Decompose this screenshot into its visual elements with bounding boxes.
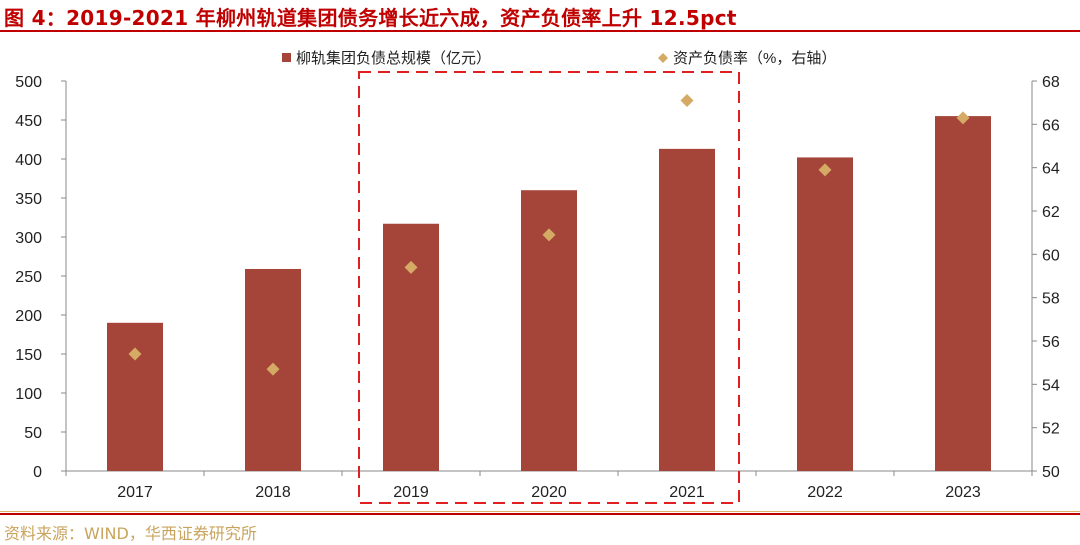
marker-2019: [404, 260, 418, 274]
left-tick-label: 350: [15, 191, 42, 208]
right-tick-label: 66: [1042, 117, 1060, 134]
left-tick-label: 300: [15, 230, 42, 247]
title-divider: [0, 30, 1080, 32]
right-tick-label: 62: [1042, 204, 1060, 221]
legend-bar-swatch: [282, 53, 291, 62]
bar-2019: [383, 223, 439, 471]
left-tick-label: 250: [15, 269, 42, 286]
highlight-box: [358, 71, 740, 504]
left-tick-label: 150: [15, 347, 42, 364]
left-tick-label: 50: [24, 425, 42, 442]
legend-marker-swatch: [658, 53, 668, 63]
x-tick-label: 2019: [393, 484, 429, 501]
right-tick-label: 60: [1042, 247, 1060, 264]
left-tick-label: 450: [15, 113, 42, 130]
legend-bar-label: 柳轨集团负债总规模（亿元）: [296, 50, 491, 67]
left-tick-label: 100: [15, 386, 42, 403]
bar-2017: [107, 322, 163, 471]
marker-2021: [680, 94, 694, 107]
marker-2023: [956, 111, 970, 125]
x-tick-label: 2018: [255, 484, 291, 501]
left-tick-label: 500: [15, 74, 42, 91]
x-tick-label: 2023: [945, 484, 981, 501]
footer-divider-red: [0, 513, 1080, 515]
figure-title: 图 4：2019-2021 年柳州轨道集团债务增长近六成，资产负债率上升 12.…: [4, 6, 737, 30]
x-tick-label: 2017: [117, 484, 153, 501]
right-tick-label: 68: [1042, 74, 1060, 91]
x-tick-label: 2022: [807, 484, 843, 501]
bar-2023: [935, 116, 991, 471]
source-note: 资料来源：WIND，华西证券研究所: [4, 524, 257, 543]
marker-2017: [128, 347, 142, 361]
marker-2018: [266, 362, 280, 376]
footer-divider-gold: [0, 511, 1080, 512]
left-tick-label: 0: [33, 464, 42, 481]
right-tick-label: 52: [1042, 421, 1060, 438]
right-tick-label: 54: [1042, 377, 1060, 394]
right-tick-label: 56: [1042, 334, 1060, 351]
left-tick-label: 400: [15, 152, 42, 169]
left-tick-label: 200: [15, 308, 42, 325]
bar-2022: [797, 157, 853, 471]
legend-marker-label: 资产负债率（%，右轴）: [673, 50, 836, 67]
marker-2022: [818, 163, 832, 177]
right-tick-label: 50: [1042, 464, 1060, 481]
bar-2021: [659, 148, 715, 472]
marker-2020: [542, 228, 556, 242]
x-tick-label: 2021: [669, 484, 705, 501]
right-tick-label: 64: [1042, 161, 1060, 178]
x-tick-label: 2020: [531, 484, 567, 501]
right-tick-label: 58: [1042, 291, 1060, 308]
